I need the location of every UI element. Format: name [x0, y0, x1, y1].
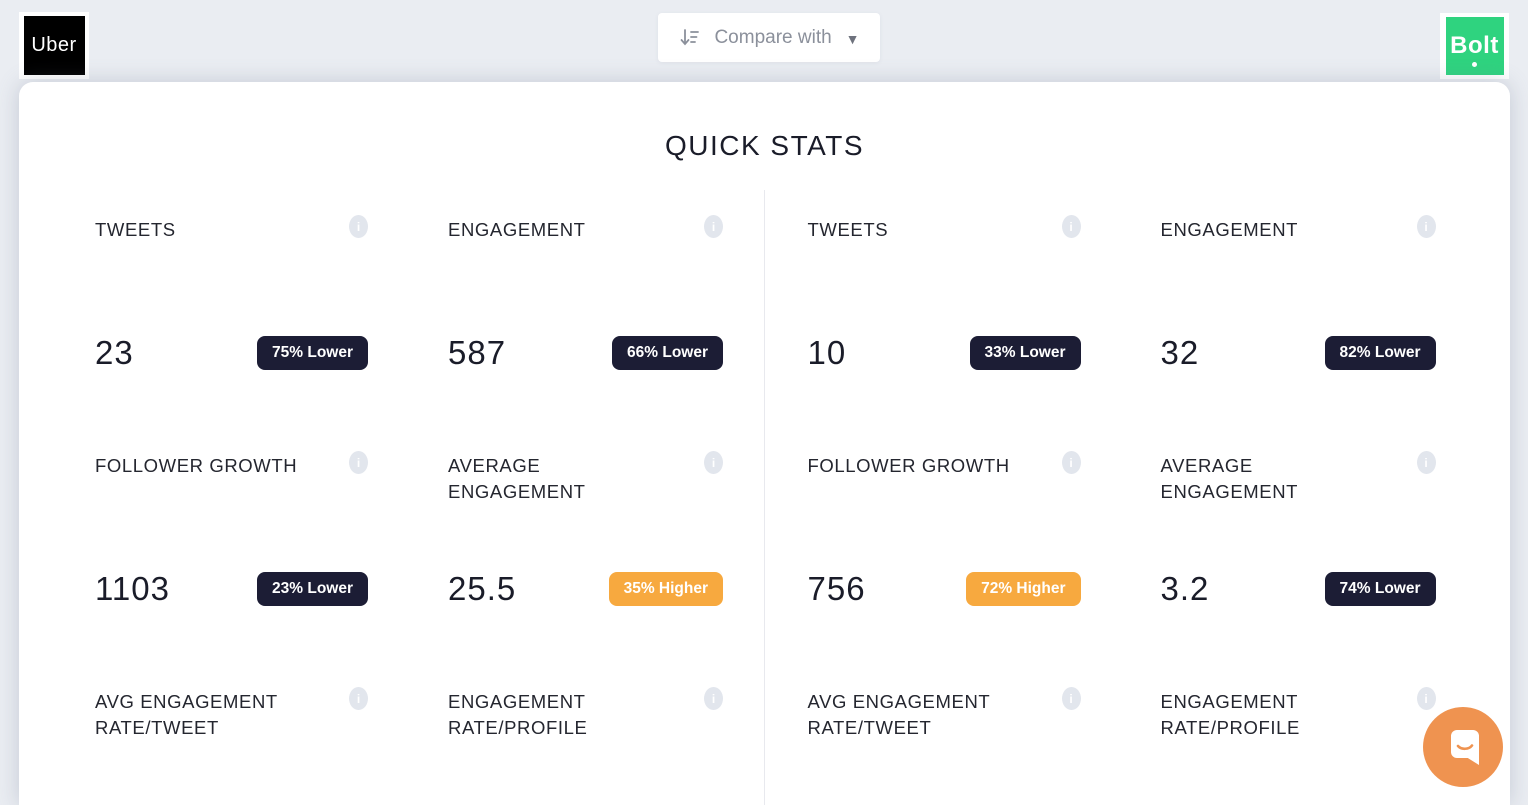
stat-value: 3.2 [1160, 570, 1210, 607]
comparison-badge: 33% Lower [969, 336, 1081, 370]
metric-label: FOLLOWER GROWTH [807, 455, 1010, 476]
metric-value-average-engagement: 3.2 74% Lower [1160, 570, 1436, 607]
metric-header-tweets: TWEETS i [95, 215, 368, 335]
stat-value: 25.5 [448, 570, 517, 607]
metric-header-average-engagement: AVERAGE ENGAGEMENT i [448, 451, 723, 571]
comparison-badge: 35% Higher [608, 572, 723, 606]
metric-label: ENGAGEMENT [448, 219, 586, 240]
metric-value-tweets: 23 75% Lower [95, 334, 368, 371]
stat-value: 1103 [95, 570, 170, 607]
page-title: QUICK STATS [664, 130, 865, 161]
metric-label: ENGAGEMENT RATE/PROFILE [1160, 691, 1300, 738]
comparison-badge: 72% Higher [966, 572, 1081, 606]
chat-widget-button[interactable] [1423, 707, 1503, 787]
metric-label: AVERAGE ENGAGEMENT [1160, 455, 1299, 502]
info-icon[interactable]: i [349, 451, 368, 474]
metric-label: AVERAGE ENGAGEMENT [448, 455, 586, 502]
comparison-badge: 23% Lower [257, 572, 368, 606]
metric-label: AVG ENGAGEMENT RATE/TWEET [807, 691, 990, 738]
uber-logo-text: Uber [23, 16, 85, 75]
compare-with-dropdown[interactable]: Compare with ▼ [658, 13, 880, 62]
metric-value-average-engagement: 25.5 35% Higher [448, 570, 723, 607]
metric-label: AVG ENGAGEMENT RATE/TWEET [95, 691, 278, 738]
info-icon[interactable]: i [1416, 451, 1436, 474]
compare-with-label: Compare with [714, 26, 832, 48]
stat-value: 587 [448, 334, 507, 371]
metric-label: TWEETS [807, 219, 889, 240]
metric-label: ENGAGEMENT [1160, 219, 1299, 240]
sort-descending-icon [681, 28, 700, 45]
header-bar: Uber Compare with ▼ Bolt [0, 0, 1528, 82]
comparison-badge: 66% Lower [612, 336, 723, 370]
metric-value-engagement: 32 82% Lower [1160, 334, 1436, 371]
info-icon[interactable]: i [1061, 451, 1081, 474]
chat-bubble-smile-icon [1451, 730, 1479, 765]
metric-header-average-engagement: AVERAGE ENGAGEMENT i [1160, 451, 1436, 571]
comparison-badge: 75% Lower [257, 336, 368, 370]
info-icon[interactable]: i [704, 215, 723, 238]
bolt-profile-logo[interactable]: Bolt [1440, 13, 1509, 79]
metric-header-engagement-rate-profile: ENGAGEMENT RATE/PROFILE i [448, 687, 723, 805]
uber-stats-panel: TWEETS i ENGAGEMENT i 23 75% Lower 587 6… [19, 190, 765, 805]
bolt-logo-word: Bolt [1450, 32, 1499, 59]
info-icon[interactable]: i [704, 687, 723, 710]
metric-header-follower-growth: FOLLOWER GROWTH i [95, 451, 368, 571]
bolt-stats-panel: TWEETS i ENGAGEMENT i 10 33% Lower 32 82… [765, 190, 1511, 805]
info-icon[interactable]: i [1061, 687, 1081, 710]
uber-profile-logo[interactable]: Uber [19, 12, 89, 79]
bolt-logo-dot [1471, 62, 1477, 67]
metric-header-follower-growth: FOLLOWER GROWTH i [807, 451, 1081, 571]
bolt-logo-text: Bolt [1445, 17, 1504, 75]
metric-header-avg-engagement-rate-tweet: AVG ENGAGEMENT RATE/TWEET i [807, 687, 1081, 805]
stat-value: 10 [807, 334, 847, 371]
metric-header-engagement: ENGAGEMENT i [448, 215, 723, 335]
metric-header-tweets: TWEETS i [807, 215, 1081, 335]
metric-header-engagement: ENGAGEMENT i [1160, 215, 1436, 335]
info-icon[interactable]: i [349, 215, 368, 238]
info-icon[interactable]: i [1416, 215, 1436, 238]
comparison-badge: 82% Lower [1324, 336, 1436, 370]
metric-value-follower-growth: 756 72% Higher [807, 570, 1081, 607]
quick-stats-card: QUICK STATS TWEETS i ENGAGEMENT i 23 75%… [19, 82, 1510, 805]
metric-label: ENGAGEMENT RATE/PROFILE [448, 691, 588, 738]
info-icon[interactable]: i [349, 687, 368, 710]
metric-label: TWEETS [95, 219, 176, 240]
metric-value-tweets: 10 33% Lower [807, 334, 1081, 371]
metric-header-engagement-rate-profile: ENGAGEMENT RATE/PROFILE i [1160, 687, 1436, 805]
comparison-badge: 74% Lower [1324, 572, 1436, 606]
metric-value-engagement: 587 66% Lower [448, 334, 723, 371]
stat-value: 756 [807, 570, 866, 607]
info-icon[interactable]: i [1061, 215, 1081, 238]
chevron-down-icon: ▼ [845, 30, 860, 47]
stat-value: 32 [1160, 334, 1200, 371]
metric-label: FOLLOWER GROWTH [95, 455, 298, 476]
metric-value-follower-growth: 1103 23% Lower [95, 570, 368, 607]
info-icon[interactable]: i [1416, 687, 1436, 710]
info-icon[interactable]: i [704, 451, 723, 474]
stats-comparison-area: TWEETS i ENGAGEMENT i 23 75% Lower 587 6… [19, 190, 1510, 805]
metric-header-avg-engagement-rate-tweet: AVG ENGAGEMENT RATE/TWEET i [95, 687, 368, 805]
stat-value: 23 [95, 334, 134, 371]
